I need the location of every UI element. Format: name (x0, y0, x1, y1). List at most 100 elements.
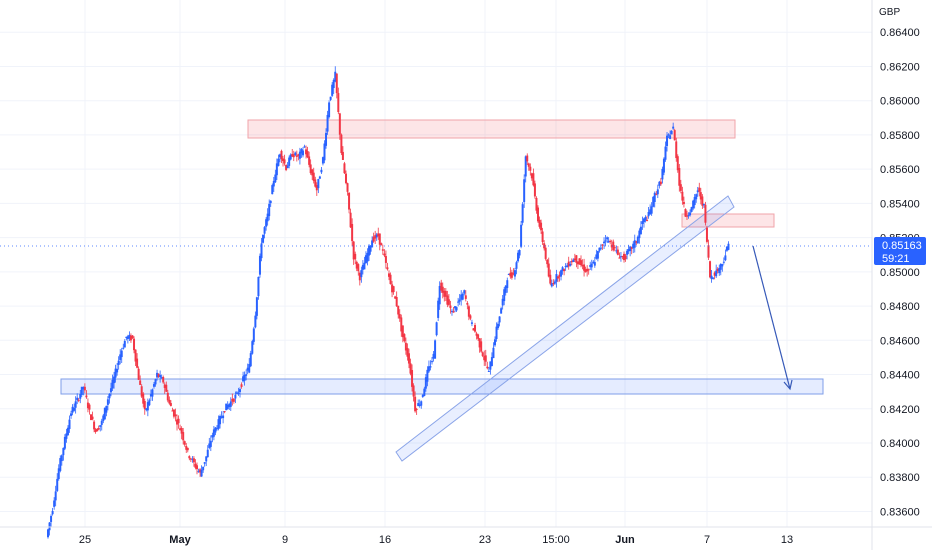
candle-up (249, 350, 252, 368)
candle-up (191, 456, 194, 463)
candle-up (431, 356, 434, 365)
candle-up (82, 386, 85, 396)
candle-down (297, 153, 300, 161)
time-tick-label: 7 (704, 534, 710, 546)
candle-up (73, 403, 76, 412)
time-tick-label: 9 (282, 534, 288, 546)
candle-down (343, 161, 346, 175)
candle-up (702, 203, 705, 208)
candle-up (109, 382, 112, 397)
candle-down (337, 87, 340, 115)
candle-up (300, 148, 303, 158)
candle-down (527, 162, 530, 171)
candle-up (220, 411, 223, 419)
candle-up (54, 485, 57, 507)
price-tick-label: 0.86200 (880, 61, 920, 73)
candle-up (550, 279, 553, 288)
candle-up (200, 465, 203, 477)
candle-up (423, 386, 426, 397)
candle-down (698, 182, 701, 197)
candle-down (449, 300, 452, 314)
candle-up (364, 251, 367, 264)
candle-up (719, 263, 722, 276)
candle-down (395, 291, 398, 308)
candle-up (426, 366, 429, 387)
candle-down (635, 240, 638, 246)
candle-down (83, 383, 86, 394)
candle-up (111, 374, 114, 391)
candle-up (248, 358, 251, 374)
candle-up (572, 258, 575, 263)
support-zone[interactable] (60, 378, 824, 395)
candle-up (62, 447, 65, 461)
candle-down (541, 227, 544, 245)
candle-up (470, 319, 473, 327)
candle-down (705, 225, 708, 244)
candle-down (372, 232, 375, 243)
candle-up (435, 321, 438, 337)
candle-up (506, 277, 509, 293)
candle-up (225, 403, 228, 411)
candle-down (707, 239, 710, 261)
candle-down (381, 244, 384, 255)
resistance-zone[interactable] (247, 119, 736, 139)
price-axis[interactable]: GBP 0.864000.862000.860000.858000.856000… (871, 0, 926, 550)
candle-down (171, 407, 174, 412)
candle-up (234, 391, 237, 404)
candle-down (174, 408, 177, 422)
candle-up (286, 162, 289, 169)
candle-down (166, 389, 169, 403)
candle-up (513, 267, 516, 280)
last-price-tag: 0.85163 59:21 (874, 237, 926, 265)
projection-arrow[interactable] (752, 245, 793, 391)
candle-down (480, 337, 483, 353)
candle-up (369, 245, 372, 255)
candle-down (90, 413, 93, 421)
candle-up (125, 336, 128, 341)
candle-up (555, 269, 558, 288)
time-tick-label: 15:00 (542, 534, 570, 546)
candle-down (308, 151, 311, 168)
candle-down (354, 251, 357, 265)
candle-down (610, 239, 613, 252)
candle-down (240, 382, 243, 389)
candle-up (99, 425, 102, 432)
candle-down (394, 295, 397, 299)
candle-down (447, 294, 450, 307)
candle-up (569, 261, 572, 267)
candle-up (718, 264, 721, 276)
candle-down (406, 343, 409, 361)
candle-down (676, 154, 679, 173)
candle-up (603, 237, 606, 250)
candle-up (334, 66, 337, 83)
candle-down (314, 176, 317, 188)
candle-up (520, 221, 523, 249)
candle-down (349, 208, 352, 228)
candle-up (667, 133, 670, 139)
candle-down (464, 290, 467, 302)
candle-up (277, 154, 280, 167)
candle-up (102, 413, 105, 424)
candle-down (575, 255, 578, 268)
candle-up (629, 245, 632, 257)
candle-up (463, 289, 466, 296)
candle-up (68, 415, 71, 433)
candle-up (103, 407, 106, 420)
candle-up (638, 228, 641, 244)
trendline-channel[interactable] (395, 195, 735, 462)
candle-up (715, 264, 718, 278)
candle-down (134, 349, 137, 366)
candle-down (232, 398, 235, 404)
candle-up (626, 248, 629, 260)
candle-up (65, 428, 68, 443)
candle-up (424, 374, 427, 392)
candle-up (710, 270, 713, 283)
time-axis[interactable]: 25 May 9 16 23 15:00 Jun 7 13 (0, 526, 932, 546)
candle-up (211, 432, 214, 443)
price-tick-label: 0.85400 (880, 198, 920, 210)
candle-up (260, 238, 263, 262)
time-tick-label: Jun (615, 534, 635, 546)
candle-down (143, 398, 146, 415)
candle-up (417, 399, 420, 407)
